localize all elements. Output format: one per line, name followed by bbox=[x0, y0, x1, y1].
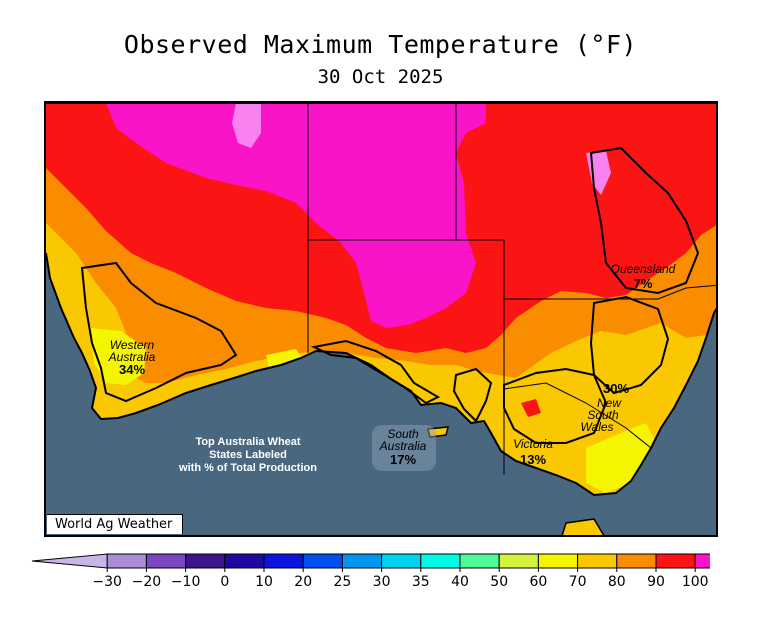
legend-swatch bbox=[655, 553, 696, 569]
legend-tick-label: 90 bbox=[647, 574, 665, 590]
legend-tick-label: 30 bbox=[373, 574, 391, 590]
state-pct: 7% bbox=[634, 276, 653, 291]
state-name-line: South bbox=[387, 427, 419, 441]
state-label-queensland: Queensland 7% bbox=[611, 262, 676, 291]
legend-swatch bbox=[420, 553, 461, 569]
legend-swatch bbox=[459, 553, 500, 569]
coastline bbox=[46, 103, 716, 497]
tasmania bbox=[561, 518, 605, 535]
state-label-western-australia: Western Australia 34% bbox=[108, 338, 156, 377]
legend-swatches bbox=[31, 553, 710, 569]
note-line: Top Australia Wheat bbox=[195, 436, 300, 448]
map-date: 30 Oct 2025 bbox=[317, 66, 444, 88]
state-name-line: Australia bbox=[108, 350, 156, 364]
state-pct: 30% bbox=[603, 381, 629, 396]
note-line: States Labeled bbox=[209, 449, 287, 461]
state-pct: 34% bbox=[119, 362, 145, 377]
legend-swatch bbox=[106, 553, 147, 569]
legend-tick-label: −20 bbox=[132, 574, 162, 590]
legend-arrow-low bbox=[31, 553, 108, 569]
legend-swatch bbox=[381, 553, 422, 569]
legend-tick-label: 10 bbox=[255, 574, 273, 590]
legend-swatch bbox=[263, 553, 304, 569]
legend-tick-label: −30 bbox=[92, 574, 122, 590]
kangaroo-island bbox=[427, 426, 449, 438]
note-line: with % of Total Production bbox=[178, 462, 317, 474]
state-pct: 17% bbox=[390, 452, 416, 467]
legend-swatch bbox=[224, 553, 265, 569]
state-name-line: New bbox=[597, 396, 622, 410]
legend-tick-label: 80 bbox=[608, 574, 626, 590]
state-name-line: Queensland bbox=[611, 262, 676, 276]
legend-tick-label: −10 bbox=[171, 574, 201, 590]
color-legend: −30−20−1001020253035405060708090100110 bbox=[31, 553, 710, 590]
legend-swatch bbox=[302, 553, 343, 569]
legend-swatch bbox=[537, 553, 579, 569]
state-name-line: Western bbox=[110, 338, 155, 352]
wheat-note: Top Australia Wheat States Labeled with … bbox=[178, 436, 317, 474]
legend-tick-label: 50 bbox=[490, 574, 508, 590]
legend-swatch bbox=[616, 553, 657, 569]
credit-label: World Ag Weather bbox=[47, 514, 184, 534]
legend-ticks: −30−20−1001020253035405060708090100110 bbox=[92, 568, 709, 590]
state-name-line: Victoria bbox=[513, 437, 553, 451]
wheat-region-outlines bbox=[80, 146, 700, 444]
state-borders bbox=[307, 103, 716, 475]
legend-tick-label: 70 bbox=[569, 574, 587, 590]
legend-swatch bbox=[498, 553, 539, 569]
map-panel: Western Australia 34% South Australia 17… bbox=[44, 101, 718, 537]
state-name-line: South bbox=[587, 408, 619, 422]
legend-swatch bbox=[185, 553, 226, 569]
state-label-new-south-wales: 30% New South Wales bbox=[580, 381, 629, 434]
temperature-map: Western Australia 34% South Australia 17… bbox=[46, 103, 716, 535]
state-label-victoria: Victoria 13% bbox=[513, 437, 553, 467]
legend-tick-label: 40 bbox=[451, 574, 469, 590]
legend-swatch bbox=[694, 553, 710, 569]
legend-swatch bbox=[145, 553, 187, 569]
state-name-line: Australia bbox=[379, 439, 427, 453]
legend-tick-label: 20 bbox=[294, 574, 312, 590]
state-name-line: Wales bbox=[580, 420, 613, 434]
legend-tick-label: 60 bbox=[529, 574, 547, 590]
legend-tick-label: 35 bbox=[412, 574, 430, 590]
state-pct: 13% bbox=[520, 452, 546, 467]
legend-tick-label: 100 bbox=[682, 574, 709, 590]
legend-tick-label: 0 bbox=[220, 574, 229, 590]
state-label-south-australia: South Australia 17% bbox=[372, 425, 436, 471]
map-title: Observed Maximum Temperature (°F) bbox=[123, 30, 638, 59]
legend-swatch bbox=[341, 553, 383, 569]
legend-tick-label: 25 bbox=[333, 574, 351, 590]
legend-swatch bbox=[577, 553, 618, 569]
